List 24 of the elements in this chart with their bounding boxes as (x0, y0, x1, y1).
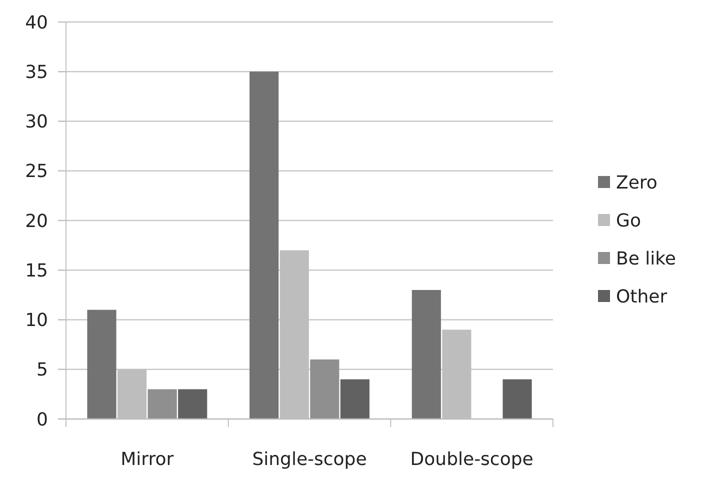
y-tick-label: 35 (25, 62, 48, 83)
legend-label: Zero (616, 172, 658, 194)
y-tick-label: 5 (36, 360, 48, 381)
y-tick-label: 0 (36, 409, 48, 430)
bar (412, 290, 441, 419)
legend-label: Go (616, 210, 641, 232)
legend-label: Be like (616, 248, 676, 270)
bar (148, 389, 177, 419)
legend-label: Other (616, 286, 668, 308)
bar (340, 379, 370, 419)
y-tick-label: 40 (25, 12, 48, 34)
x-tick-label: Single-scope (252, 449, 367, 470)
bar (87, 310, 116, 419)
y-tick-label: 30 (25, 112, 48, 133)
bar (250, 72, 279, 419)
bar (310, 359, 340, 419)
y-tick-label: 10 (25, 310, 48, 332)
y-tick-label: 15 (25, 260, 48, 282)
y-tick-label: 20 (25, 210, 48, 232)
bar (502, 379, 532, 419)
bar (178, 389, 208, 419)
x-tick-label: Double-scope (410, 449, 534, 470)
y-tick-label: 25 (25, 161, 48, 182)
x-tick-label: Mirror (120, 449, 174, 470)
